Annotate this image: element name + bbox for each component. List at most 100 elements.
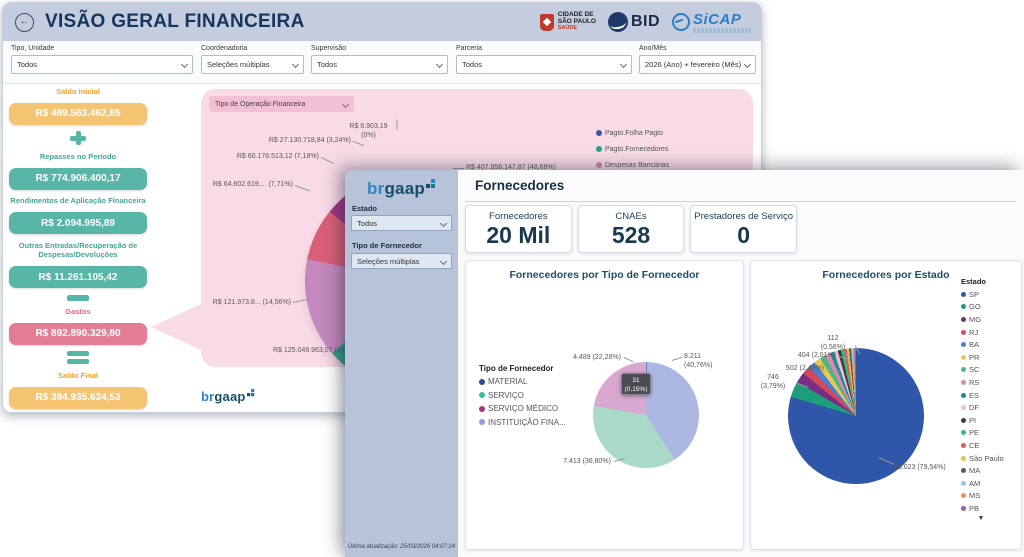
brgaap-pixels-icon (425, 179, 435, 188)
legend-dot (961, 291, 966, 297)
legend-label: RS (969, 377, 980, 387)
filter-dropdown-coordenadoria[interactable]: Seleções múltiplas (201, 55, 304, 74)
legend-dot (596, 162, 602, 168)
filter-dropdown-ano-mes[interactable]: 2026 (Ano) + fevereiro (Mês) (639, 55, 756, 74)
legend-label: PE (969, 428, 980, 438)
sp-logo-line1: CIDADE DE (557, 11, 594, 19)
legend-dot (961, 316, 966, 322)
legend-label: CE (969, 440, 980, 450)
legend-item-mg[interactable]: MG (961, 313, 1004, 326)
legend-item-ma[interactable]: MA (961, 464, 1004, 477)
flow-card-label-saldo-inicial: Saldo Inicial (56, 87, 100, 96)
legend-label: PI (969, 415, 977, 425)
tooltip-percent: (0,15%) (624, 386, 648, 393)
flow-card-value-outras-entradas-recuperacao-de-despesas-devolucoes: R$ 11.261.105,42 (9, 266, 147, 288)
operation-type-dropdown-label: Tipo de Operação Financeira (215, 100, 306, 108)
leader-line (294, 185, 311, 192)
operation-type-dropdown[interactable]: Tipo de Operação Financeira (209, 96, 354, 112)
chevron-down-icon (439, 219, 448, 227)
sao-paulo-logo: CIDADE DE SÃO PAULO SAÚDE (539, 11, 596, 32)
legend-label: MS (969, 491, 981, 501)
leader-line (396, 119, 398, 130)
legend-item-pe[interactable]: PE (961, 427, 1004, 440)
legend-item-go[interactable]: GO (961, 301, 1004, 314)
pie-data-label: 16.023 (79,54%) (894, 464, 946, 471)
legend-item-servico[interactable]: SERVIÇO (479, 389, 566, 403)
pie-data-label: R$ 64.602.619,... (7,71%) (212, 181, 293, 188)
filter-label: Ano/Mês (639, 45, 667, 52)
legend-item-sao-paulo[interactable]: São Paulo (961, 452, 1004, 465)
leader-line (623, 357, 634, 363)
brgaap-pixels-icon (246, 389, 254, 397)
legend-item-am[interactable]: AM (961, 477, 1004, 490)
legend-item-rs[interactable]: RS (961, 376, 1004, 389)
fornecedores-sidebar: brgaap Estado Todos Tipo de Fornecedor S… (345, 170, 458, 557)
legend-scroll-down-icon[interactable]: ▼ (977, 514, 985, 522)
legend-item-sp[interactable]: SP (961, 288, 1004, 301)
flow-card-value-gastos: R$ 892.890.329,80 (9, 322, 147, 345)
fornecedores-main: Fornecedores Fornecedores 20 Mil CNAEs 528 P… (458, 170, 1024, 557)
legend-dot (961, 480, 966, 486)
chevron-down-icon (291, 60, 300, 69)
filter-label: Parceria (456, 45, 483, 52)
kpi-label: Fornecedores (489, 211, 548, 222)
flow-card-label-outras-entradas-recuperacao-de-despesas-devolucoes: Outras Entradas/Recuperação de Despesas/… (18, 240, 138, 260)
pie-data-label: 7.413 (36,80%) (563, 458, 611, 465)
legend-item-pagto-folha-pagto[interactable]: Pagto.Folha Pagto (596, 125, 669, 141)
legend-item-instituicao-fina[interactable]: INSTITUIÇÃO FINA... (479, 416, 566, 430)
legend-dot (961, 367, 966, 373)
brgaap-label-part2: gaap (384, 179, 425, 198)
legend-item-servico-medico[interactable]: SERVIÇO MÉDICO (479, 402, 566, 416)
estado-filter-label: Estado (352, 204, 378, 213)
estado-pie-chart[interactable] (788, 348, 924, 484)
legend-item-pagto-fornecedores[interactable]: Pagto.Fornecedores (596, 141, 669, 157)
legend-item-rj[interactable]: RJ (961, 326, 1004, 339)
legend-item-ms[interactable]: MS (961, 490, 1004, 503)
legend-item-pr[interactable]: PR (961, 351, 1004, 364)
legend-label: Pagto.Folha Pagto (605, 129, 663, 137)
legend-item-sc[interactable]: SC (961, 364, 1004, 377)
kpi-value: 0 (737, 222, 751, 248)
leader-line (671, 356, 683, 361)
pie-data-label: 112 (0,56%) (820, 335, 846, 351)
chevron-down-icon (341, 100, 350, 108)
legend-item-ce[interactable]: CE (961, 439, 1004, 452)
filter-tipo-unidade: Tipo, Unidade Todos (11, 45, 193, 74)
back-icon[interactable]: ← (15, 12, 34, 32)
filter-dropdown-supervisao[interactable]: Todos (311, 55, 448, 74)
legend-item-despesas-bancarias[interactable]: Despesas Bancárias (596, 157, 669, 173)
speech-bubble-tail (151, 303, 203, 351)
legend-label: MATERIAL (488, 377, 528, 387)
legend-item-es[interactable]: ES (961, 389, 1004, 402)
legend-item-ba[interactable]: BA (961, 338, 1004, 351)
estado-legend: Estado SP GO MG RJ BA PR SC RS ES DF PI PE CE São Pau… (961, 277, 1004, 522)
chevron-down-icon (180, 60, 189, 69)
legend-label: SC (969, 365, 980, 375)
fornecedores-window: brgaap Estado Todos Tipo de Fornecedor S… (345, 170, 1024, 557)
filter-ano-mes: Ano/Mês 2026 (Ano) + fevereiro (Mês) (639, 45, 756, 74)
estado-filter-dropdown[interactable]: Todos (351, 215, 452, 231)
legend-dot (596, 146, 602, 152)
filter-dropdown-parceria[interactable]: Todos (456, 55, 632, 74)
legend-item-pi[interactable]: PI (961, 414, 1004, 427)
legend-item-pb[interactable]: PB (961, 502, 1004, 515)
chevron-down-icon (619, 60, 628, 69)
legend-item-material[interactable]: MATERIAL (479, 375, 566, 389)
sp-logo-line3: SAÚDE (557, 25, 578, 32)
filter-label: Coordenadoria (201, 45, 248, 52)
kpi-row: Fornecedores 20 Mil CNAEs 528 Prestadores de… (465, 205, 798, 253)
chart-card-tipo-fornecedor: Fornecedores por Tipo de Fornecedor Tipo… (465, 260, 744, 550)
legend-dot (961, 354, 966, 360)
chevron-down-icon (743, 60, 752, 69)
filter-dropdown-tipo-unidade[interactable]: Todos (11, 55, 193, 74)
tipo-fornecedor-filter-dropdown[interactable]: Seleções múltiplas (351, 253, 452, 269)
legend-dot (961, 455, 966, 461)
bid-label: BID (630, 13, 660, 30)
header-logos: CIDADE DE SÃO PAULO SAÚDE BID SiCAP (539, 11, 751, 33)
legend-items: SP GO MG RJ BA PR SC RS ES DF PI PE CE São Paulo MA AM M… (961, 288, 1004, 515)
legend-label: Despesas Bancárias (605, 161, 670, 169)
legend-dot (961, 417, 966, 423)
page-title: VISÃO GERAL FINANCEIRA (45, 11, 305, 32)
last-update-text: Última atualização: 25/03/2026 04:07:24 (347, 544, 456, 550)
legend-item-df[interactable]: DF (961, 401, 1004, 414)
